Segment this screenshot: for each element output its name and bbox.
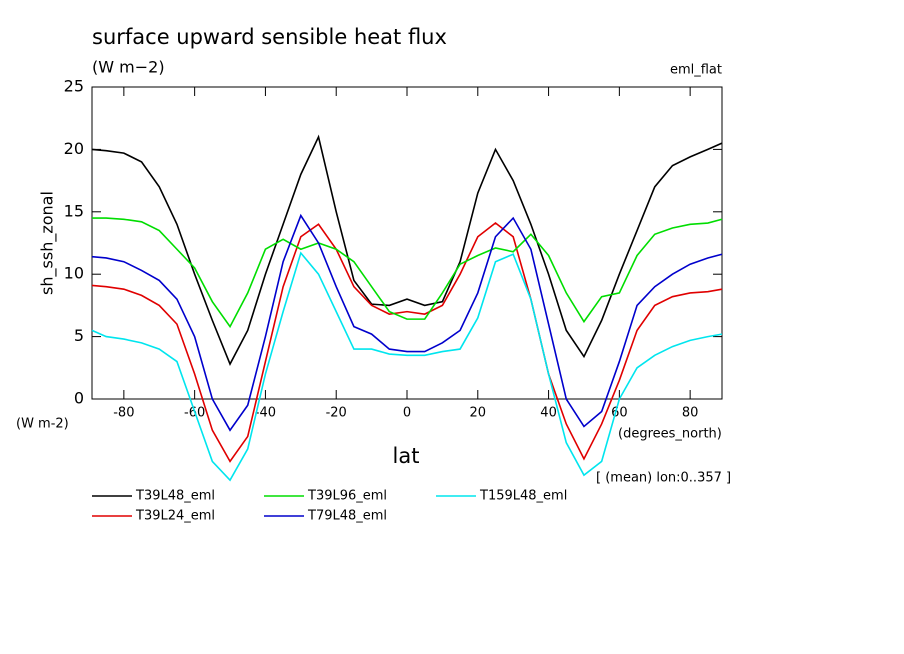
- experiment: eml_flat: [670, 63, 722, 78]
- y-units: (W m-2): [16, 417, 69, 432]
- y-tick-label: 20: [64, 139, 84, 158]
- y-axis-label: sh_ssh_zonal: [38, 191, 58, 295]
- units: (W m−2): [92, 58, 165, 77]
- x-tick-label: 40: [540, 406, 557, 421]
- x-tick-label: 80: [682, 406, 699, 421]
- legend-label: T39L48_eml: [135, 489, 215, 504]
- y-tick-label: 15: [64, 201, 84, 220]
- series-line: [91, 222, 723, 463]
- series-line: [91, 134, 723, 366]
- series-line: [91, 213, 723, 432]
- x-tick-label: -80: [113, 406, 134, 421]
- y-tick-label: 0: [74, 389, 84, 408]
- x-tick-label: -20: [326, 406, 347, 421]
- chart-title: surface upward sensible heat flux: [92, 25, 447, 49]
- y-tick-label: 10: [64, 264, 84, 283]
- note: [ (mean) lon:0..357 ]: [596, 471, 731, 486]
- y-tick-label: 25: [64, 77, 84, 96]
- series-line: [91, 251, 723, 482]
- x-tick-label: 60: [611, 406, 628, 421]
- x-tick-label: 0: [403, 406, 411, 421]
- legend-label: T159L48_eml: [479, 489, 567, 504]
- x-tick-label: -40: [255, 406, 276, 421]
- y-tick-label: 5: [74, 326, 84, 345]
- legend-label: T39L96_eml: [307, 489, 387, 504]
- legend-label: T79L48_eml: [307, 509, 387, 524]
- x-axis-label: lat: [393, 444, 420, 468]
- x-units: (degrees_north): [618, 427, 722, 442]
- legend-label: T39L24_eml: [135, 509, 215, 524]
- series-line: [92, 217, 723, 329]
- x-tick-label: 20: [470, 406, 487, 421]
